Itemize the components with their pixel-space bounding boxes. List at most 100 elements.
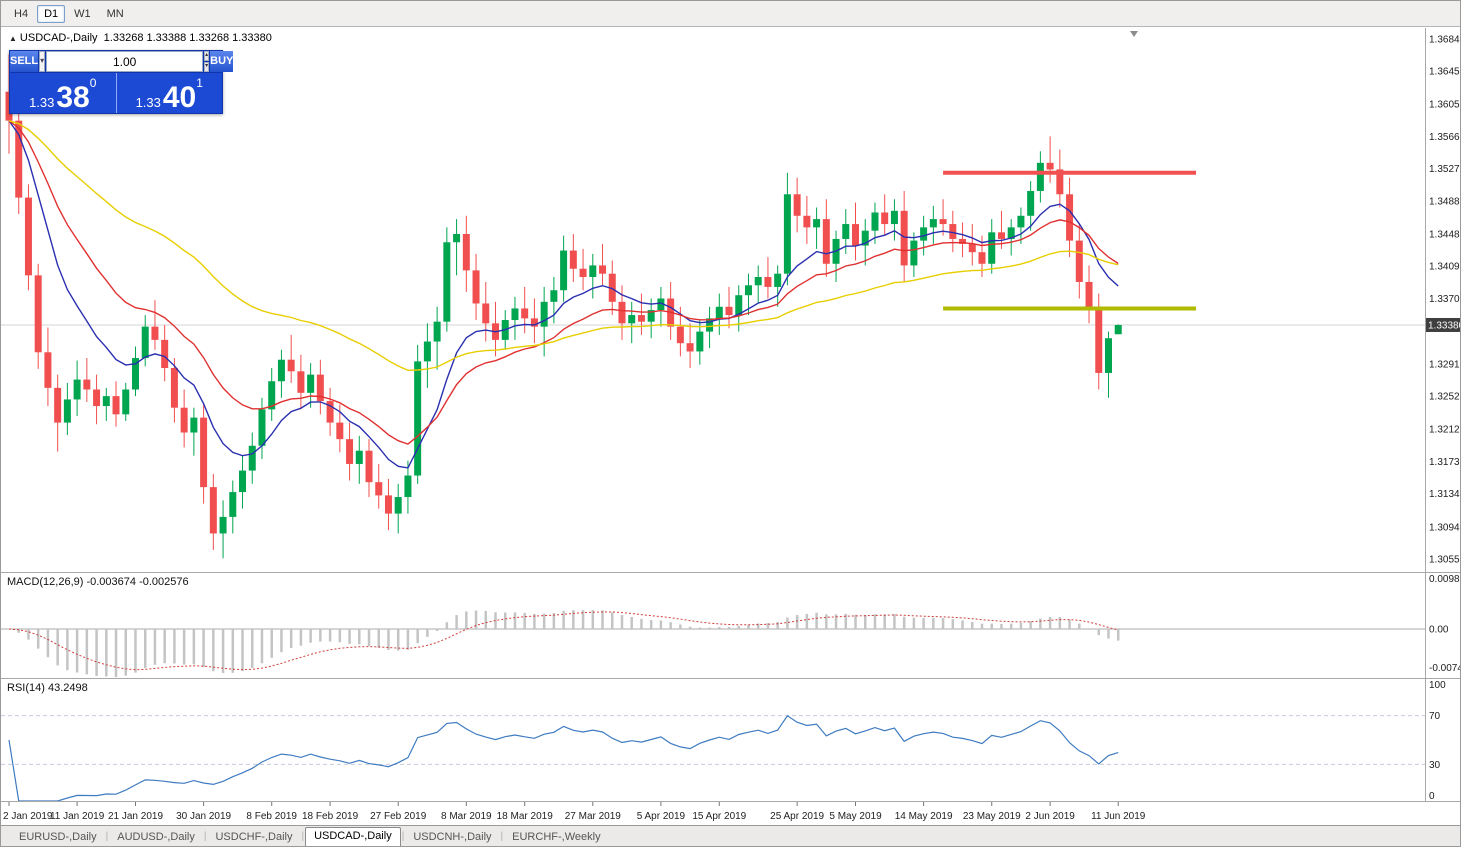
timeframe-button-h4[interactable]: H4 xyxy=(14,7,29,20)
svg-text:1.35270: 1.35270 xyxy=(1429,164,1461,175)
sell-button[interactable]: SELL xyxy=(10,51,39,72)
price-axis: 1.36840 1.36450 1.36050 1.35660 1.35270 1.348… xyxy=(1429,34,1461,566)
svg-text:0.00: 0.00 xyxy=(1429,625,1449,636)
macd-scale: 0.009874 0.00 -0.00746 xyxy=(1429,574,1461,674)
chart-title: ▲ USDCAD-,Daily 1.33268 1.33388 1.33268 1… xyxy=(9,32,272,44)
chart-tab-usdchf-daily[interactable]: USDCHF-,Daily xyxy=(215,831,293,843)
ma-line-slow-yellow xyxy=(8,120,1119,372)
ma-line-fast-blue xyxy=(8,120,1119,469)
svg-text:8 Feb 2019: 8 Feb 2019 xyxy=(246,811,297,822)
chart-tabs-bar: EURUSD-,Daily | AUDUSD-,Daily | USDCHF-,Dail… xyxy=(1,825,1460,846)
volume-increase-button[interactable]: ▴ xyxy=(204,51,210,61)
rsi-line xyxy=(8,714,1119,802)
tab-divider: | xyxy=(203,830,207,842)
svg-text:70: 70 xyxy=(1429,711,1441,722)
svg-text:1.36450: 1.36450 xyxy=(1429,67,1461,78)
trade-prices-row: 1.33 38 0 1.33 40 1 xyxy=(10,73,222,113)
rsi-indicator-label: RSI(14) 43.2498 xyxy=(7,682,88,694)
buy-price-prefix: 1.33 xyxy=(135,95,161,110)
svg-text:5 Apr 2019: 5 Apr 2019 xyxy=(637,811,686,822)
tab-divider: | xyxy=(301,830,305,842)
svg-text:14 May 2019: 14 May 2019 xyxy=(895,811,953,822)
symbol-arrow-icon: ▲ xyxy=(9,34,17,43)
svg-text:2 Jan 2019: 2 Jan 2019 xyxy=(3,811,53,822)
svg-text:1.33380: 1.33380 xyxy=(1428,320,1461,331)
rsi-scale: 100 70 30 0 xyxy=(1429,680,1446,802)
svg-text:21 Jan 2019: 21 Jan 2019 xyxy=(108,811,163,822)
chart-tab-eurusd-daily[interactable]: EURUSD-,Daily xyxy=(19,831,97,843)
svg-text:15 Apr 2019: 15 Apr 2019 xyxy=(692,811,746,822)
svg-text:1.30940: 1.30940 xyxy=(1429,522,1461,533)
tab-divider: | xyxy=(500,830,504,842)
svg-text:1.34880: 1.34880 xyxy=(1429,196,1461,207)
svg-text:27 Mar 2019: 27 Mar 2019 xyxy=(565,811,622,822)
chart-tab-eurchf-weekly[interactable]: EURCHF-,Weekly xyxy=(512,831,601,843)
auto-scroll-marker-icon xyxy=(1130,31,1138,37)
macd-indicator-label: MACD(12,26,9) -0.003674 -0.002576 xyxy=(7,576,189,588)
svg-text:30: 30 xyxy=(1429,760,1441,771)
svg-text:-0.00746: -0.00746 xyxy=(1429,663,1461,674)
macd-histogram xyxy=(7,609,1120,677)
svg-text:2 Jun 2019: 2 Jun 2019 xyxy=(1025,811,1075,822)
svg-text:1.32910: 1.32910 xyxy=(1429,359,1461,370)
svg-text:5 May 2019: 5 May 2019 xyxy=(829,811,882,822)
chart-ohlc-values: 1.33268 1.33388 1.33268 1.33380 xyxy=(103,32,272,44)
sell-price-big-digits: 38 xyxy=(56,81,90,114)
ma-line-mid-red xyxy=(8,120,1119,445)
svg-text:18 Mar 2019: 18 Mar 2019 xyxy=(497,811,554,822)
price-divider xyxy=(115,73,117,113)
svg-text:1.31340: 1.31340 xyxy=(1429,489,1461,500)
buy-price-pipette: 1 xyxy=(196,76,203,90)
chevron-down-icon: ▾ xyxy=(40,56,45,65)
svg-text:1.34480: 1.34480 xyxy=(1429,229,1461,240)
svg-text:0.009874: 0.009874 xyxy=(1429,574,1461,585)
svg-text:1.32520: 1.32520 xyxy=(1429,392,1461,403)
svg-text:27 Feb 2019: 27 Feb 2019 xyxy=(370,811,427,822)
volume-dropdown-button[interactable]: ▾ xyxy=(39,51,46,72)
sell-price[interactable]: 1.33 38 0 xyxy=(10,73,116,113)
svg-text:100: 100 xyxy=(1429,680,1446,691)
current-price-badge: 1.33380 xyxy=(1425,317,1461,332)
volume-input[interactable] xyxy=(46,51,204,72)
chart-symbol-label: USDCAD-,Daily xyxy=(19,32,98,44)
timeframe-button-w1[interactable]: W1 xyxy=(74,7,91,20)
svg-text:1.36840: 1.36840 xyxy=(1429,34,1461,45)
svg-text:8 Mar 2019: 8 Mar 2019 xyxy=(441,811,492,822)
tab-divider: | xyxy=(105,830,109,842)
svg-text:1.36050: 1.36050 xyxy=(1429,100,1461,111)
buy-button[interactable]: BUY xyxy=(210,51,234,72)
chart-tab-usdcad-daily[interactable]: USDCAD-,Daily xyxy=(305,827,401,846)
sell-price-pipette: 0 xyxy=(89,76,97,90)
svg-text:1.33700: 1.33700 xyxy=(1429,294,1461,305)
svg-text:25 Apr 2019: 25 Apr 2019 xyxy=(770,811,824,822)
timeframe-button-mn[interactable]: MN xyxy=(106,7,124,20)
tab-divider: | xyxy=(401,830,405,842)
svg-text:30 Jan 2019: 30 Jan 2019 xyxy=(176,811,231,822)
sell-price-prefix: 1.33 xyxy=(29,95,55,110)
buy-price[interactable]: 1.33 40 1 xyxy=(116,73,222,114)
buy-price-big-digits: 40 xyxy=(162,81,197,114)
chart-tab-usdcnh-daily[interactable]: USDCNH-,Daily xyxy=(413,831,492,843)
svg-text:1.35660: 1.35660 xyxy=(1429,132,1461,143)
volume-decrease-button[interactable]: ▾ xyxy=(204,62,210,72)
macd-signal-line xyxy=(8,611,1119,671)
volume-stepper: ▴ ▾ xyxy=(204,51,210,72)
rsi-level-lines xyxy=(1,715,1425,765)
candles-layer xyxy=(5,54,1122,559)
svg-text:23 May 2019: 23 May 2019 xyxy=(963,811,1021,822)
svg-text:0: 0 xyxy=(1429,791,1435,802)
timeframe-button-d1[interactable]: D1 xyxy=(37,4,66,23)
trade-controls-row: SELL ▾ ▴ ▾ BUY xyxy=(10,51,234,72)
one-click-trading-panel: SELL ▾ ▴ ▾ BUY 1.33 38 0 1.33 40 1 xyxy=(9,50,234,114)
svg-text:11 Jan 2019: 11 Jan 2019 xyxy=(50,811,105,822)
svg-text:1.31730: 1.31730 xyxy=(1429,457,1461,468)
svg-text:1.32120: 1.32120 xyxy=(1429,425,1461,436)
svg-text:18 Feb 2019: 18 Feb 2019 xyxy=(302,811,359,822)
timeframe-toolbar: H4 D1 W1 MN xyxy=(1,1,1460,27)
chart-tab-audusd-daily[interactable]: AUDUSD-,Daily xyxy=(117,831,195,843)
pane-borders xyxy=(1,28,1460,802)
svg-text:1.30550: 1.30550 xyxy=(1429,555,1461,566)
